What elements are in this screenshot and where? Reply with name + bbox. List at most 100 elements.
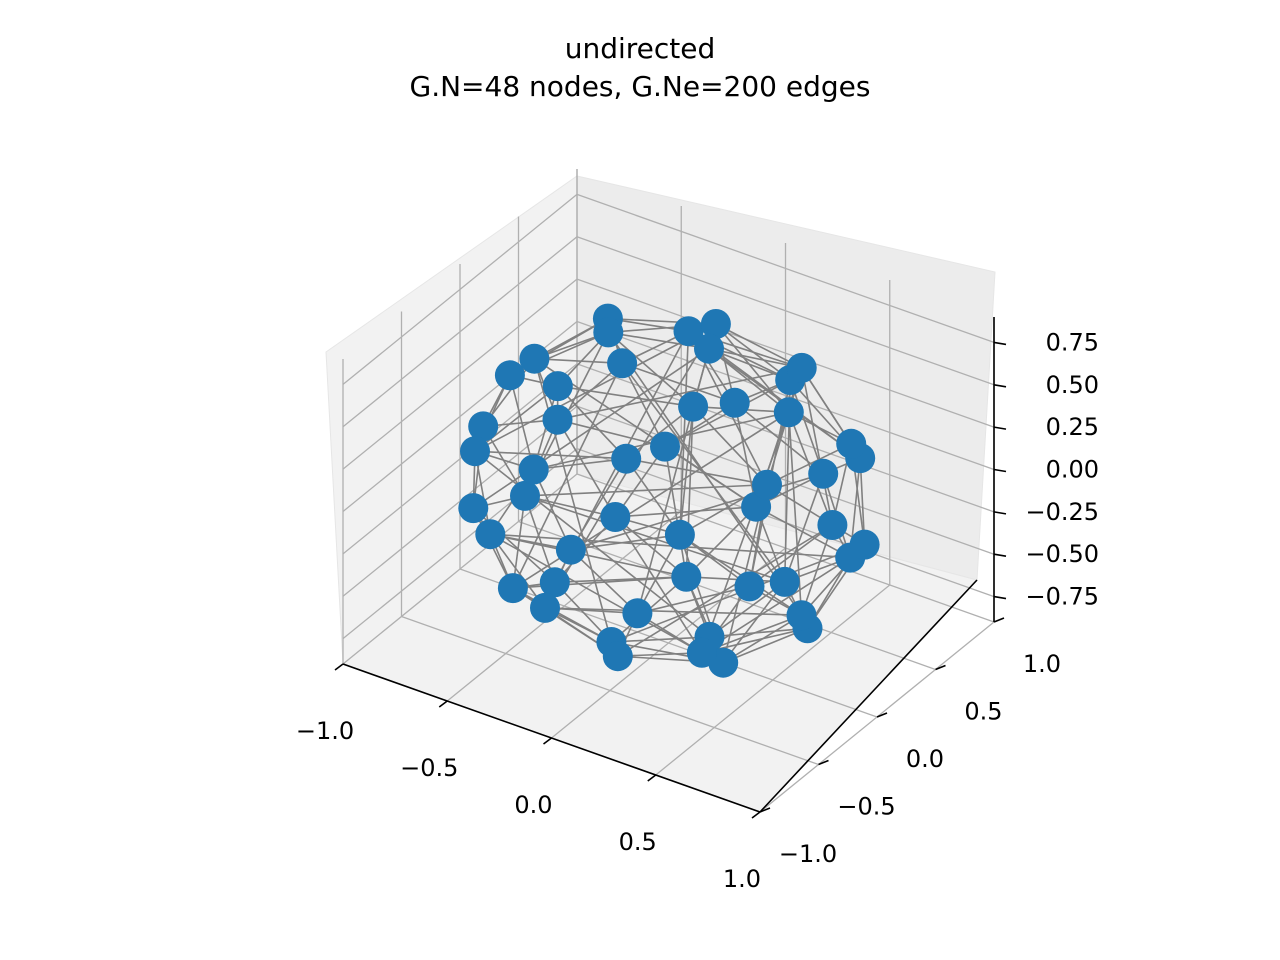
graph-edge xyxy=(607,331,803,616)
graph-edge xyxy=(701,412,790,654)
y-tick-label: 0.5 xyxy=(964,698,1002,726)
y-tick-mark xyxy=(759,807,771,813)
graph-node xyxy=(786,600,817,631)
graph-edge xyxy=(489,533,703,654)
graph-edge xyxy=(524,495,616,518)
graph-edge xyxy=(512,362,623,589)
graph-edge xyxy=(692,406,768,486)
graph-edge xyxy=(490,533,687,578)
graph-edge xyxy=(472,348,710,509)
graph-edge xyxy=(533,457,627,471)
graph-edge xyxy=(749,524,833,588)
graph-edge xyxy=(544,607,802,616)
graph-edge xyxy=(755,505,851,559)
graph-edge xyxy=(621,362,735,404)
y-tick-mark xyxy=(876,712,888,718)
graph-edge xyxy=(557,418,666,448)
graph-node xyxy=(510,480,540,511)
graph-node xyxy=(671,561,702,592)
z-tick-label: 0.25 xyxy=(1046,413,1099,441)
z-tick-mark xyxy=(993,553,1007,558)
z-tick-label: 0.50 xyxy=(1046,371,1099,399)
graph-node xyxy=(673,316,704,347)
graph-edge xyxy=(615,505,757,518)
graph-node xyxy=(530,592,560,623)
graph-node xyxy=(519,343,550,374)
x-tick-label: 0.0 xyxy=(514,791,552,819)
graph-edge xyxy=(614,516,687,578)
graph-node xyxy=(650,431,680,462)
graph-edge xyxy=(709,581,786,638)
graph-edge xyxy=(556,419,616,518)
graph-node xyxy=(555,534,586,565)
x-tick-mark xyxy=(647,774,657,782)
graph-node xyxy=(539,567,570,598)
graph-edge xyxy=(608,331,710,350)
y-tick-label: 0.0 xyxy=(906,745,944,773)
graph-edge xyxy=(625,458,681,536)
x-tick-label: 1.0 xyxy=(723,865,761,893)
graph-edge xyxy=(685,406,694,577)
graph-edge xyxy=(800,524,834,616)
z-tick-mark xyxy=(993,595,1007,600)
grid-line-z xyxy=(342,193,995,385)
z-tick-mark xyxy=(993,468,1007,473)
graph-edge xyxy=(709,627,808,638)
graph-node xyxy=(611,443,642,474)
graph-edge xyxy=(766,443,852,486)
graph-node xyxy=(773,397,804,428)
graph-node xyxy=(468,411,499,442)
graph-nodes xyxy=(458,303,880,678)
graph-node xyxy=(664,519,695,550)
graph-edge xyxy=(722,627,808,664)
graph-node xyxy=(600,502,631,532)
graph-node xyxy=(808,458,839,489)
graph-node xyxy=(752,469,782,500)
z-tick-mark xyxy=(993,511,1007,515)
graph-node xyxy=(836,428,867,459)
graph-node xyxy=(700,309,731,339)
graph-edge xyxy=(524,495,785,583)
z-tick-label: 0.75 xyxy=(1046,328,1099,356)
graph-node xyxy=(542,404,573,435)
graph-edge xyxy=(512,495,526,589)
graph-node xyxy=(518,454,549,485)
graph-edge xyxy=(733,402,757,507)
graph-node xyxy=(494,360,525,391)
x-tick-label: 0.5 xyxy=(619,828,657,856)
graph-edge xyxy=(557,385,627,460)
z-tick-label: −0.50 xyxy=(1025,540,1099,568)
graph-edge xyxy=(715,323,803,369)
graph-node xyxy=(475,519,506,550)
grid-line-y xyxy=(401,615,819,766)
graph-edge xyxy=(679,331,690,535)
graph-node xyxy=(734,571,765,602)
x-tick-label: −1.0 xyxy=(296,717,354,745)
graph-node xyxy=(719,387,750,418)
graph-node xyxy=(458,493,489,524)
graph-node xyxy=(602,641,633,672)
y-tick-mark xyxy=(935,664,946,671)
graph-node xyxy=(817,510,848,540)
z-tick-mark xyxy=(993,426,1007,430)
y-tick-label: −0.5 xyxy=(837,793,895,821)
graph-edge xyxy=(701,556,851,654)
z-tick-label: 0.00 xyxy=(1046,456,1099,484)
chart-title: undirected G.N=48 nodes, G.Ne=200 edges xyxy=(0,30,1280,106)
graph-node xyxy=(460,436,490,467)
z-tick-mark xyxy=(993,341,1007,346)
x-tick-mark xyxy=(543,737,552,745)
axis-lines xyxy=(334,317,1007,819)
graph-edge xyxy=(708,347,802,369)
graph-edge xyxy=(474,323,717,452)
graph-node xyxy=(786,352,817,383)
x-tick-mark xyxy=(751,811,761,819)
graph-edge xyxy=(614,516,703,654)
graph-edge xyxy=(489,533,546,609)
grid-line-y xyxy=(459,568,878,718)
graph-node xyxy=(497,573,528,604)
y-axis-line xyxy=(759,579,978,813)
graph-edge xyxy=(679,406,694,535)
graph-edge xyxy=(789,379,824,475)
